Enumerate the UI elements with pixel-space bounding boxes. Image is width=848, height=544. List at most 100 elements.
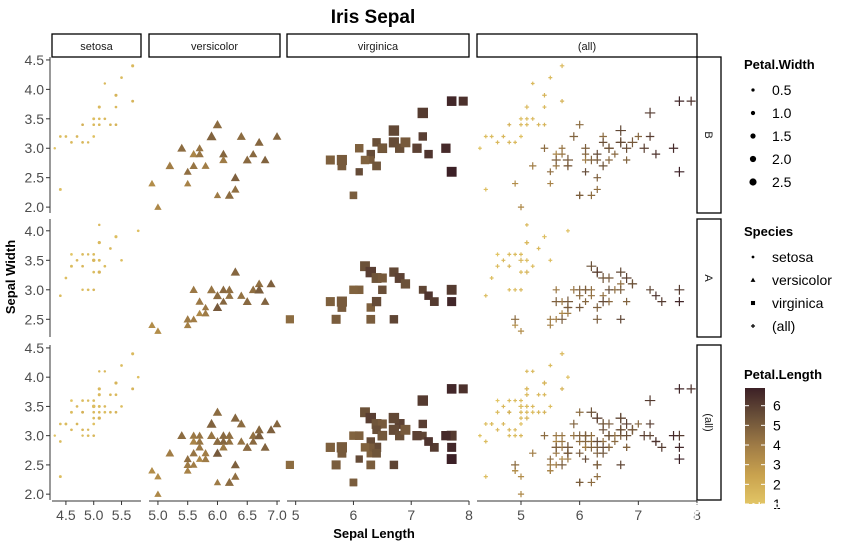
data-point <box>557 314 567 324</box>
data-point <box>371 442 382 453</box>
data-point <box>92 270 96 274</box>
data-point <box>548 75 553 80</box>
data-point <box>586 261 597 272</box>
data-point <box>360 407 370 418</box>
legend-color-label: 5 <box>773 417 781 433</box>
data-point <box>530 404 535 409</box>
data-point <box>604 419 614 429</box>
data-point <box>219 285 228 294</box>
data-point <box>337 161 347 171</box>
data-point <box>530 369 535 374</box>
y-tick-label: 4.5 <box>25 52 45 68</box>
data-point <box>592 314 602 324</box>
data-point <box>495 427 500 432</box>
data-point <box>231 472 240 480</box>
data-point <box>92 404 96 408</box>
data-point <box>377 419 387 429</box>
data-point <box>92 410 96 414</box>
y-tick-label: 2.5 <box>25 311 45 327</box>
data-point <box>58 422 62 426</box>
data-point <box>254 284 265 294</box>
data-point <box>598 425 608 435</box>
data-point <box>266 279 276 288</box>
data-point <box>495 264 500 269</box>
data-point <box>546 461 554 469</box>
data-point <box>616 267 626 277</box>
column-strip-label: virginica <box>358 41 399 53</box>
data-point <box>109 247 112 250</box>
data-point <box>219 431 228 439</box>
data-point <box>530 264 535 269</box>
data-point <box>120 76 123 79</box>
data-point <box>530 410 535 415</box>
data-point <box>575 408 584 417</box>
x-tick-label: 8 <box>693 507 701 523</box>
data-point <box>201 303 210 311</box>
column-strip <box>476 33 698 58</box>
data-point <box>559 63 565 69</box>
data-point <box>458 96 468 106</box>
data-point <box>674 442 684 452</box>
data-point <box>285 315 294 324</box>
y-tick-label: 2.0 <box>25 486 45 502</box>
data-point <box>418 431 427 440</box>
data-point <box>546 168 554 176</box>
data-point <box>593 303 602 312</box>
panel-A-all <box>483 223 685 335</box>
data-point <box>551 442 561 452</box>
data-point <box>86 399 90 402</box>
data-point <box>189 449 198 457</box>
data-point <box>201 449 210 457</box>
legend-size-label: 2.0 <box>772 151 792 167</box>
data-point <box>519 416 523 421</box>
data-point <box>97 105 101 109</box>
data-point <box>237 437 246 445</box>
data-point <box>674 297 684 307</box>
data-point <box>92 253 96 256</box>
data-point <box>97 270 101 274</box>
data-point <box>581 168 590 176</box>
data-point <box>97 393 101 397</box>
legend-size-key <box>750 133 756 139</box>
data-point <box>183 167 192 175</box>
data-point <box>518 404 524 409</box>
data-point <box>622 156 631 164</box>
panel-A-setosa <box>58 223 140 298</box>
legend-species-key <box>751 255 755 259</box>
data-point <box>517 328 525 335</box>
data-point <box>615 412 626 424</box>
data-point <box>219 437 228 445</box>
x-tick-label: 4.5 <box>56 507 76 523</box>
data-point <box>260 297 270 305</box>
data-point <box>98 223 101 227</box>
data-point <box>349 478 358 487</box>
data-point <box>377 273 387 283</box>
column-strip-label: versicolor <box>191 41 238 53</box>
data-point <box>598 296 608 307</box>
data-point <box>507 287 512 292</box>
data-point <box>154 327 162 334</box>
data-point <box>189 431 198 439</box>
data-point <box>148 467 156 474</box>
data-point <box>513 427 517 432</box>
data-point <box>225 431 234 439</box>
data-point <box>519 433 523 438</box>
data-point <box>446 454 457 464</box>
data-point <box>114 410 118 414</box>
data-point <box>575 303 584 312</box>
watermark: 知乎 @狗头画图 <box>666 501 805 523</box>
data-point <box>219 149 228 158</box>
data-point <box>64 276 68 280</box>
panel-B-versicolor <box>148 119 282 210</box>
data-point <box>114 93 118 97</box>
data-point <box>501 258 506 263</box>
data-point <box>615 424 626 435</box>
data-point <box>546 315 554 323</box>
data-point <box>621 273 632 283</box>
data-point <box>372 448 381 458</box>
data-point <box>325 442 335 452</box>
data-point <box>58 475 62 479</box>
data-point <box>120 258 123 262</box>
data-point <box>592 412 603 424</box>
data-point <box>195 309 204 317</box>
